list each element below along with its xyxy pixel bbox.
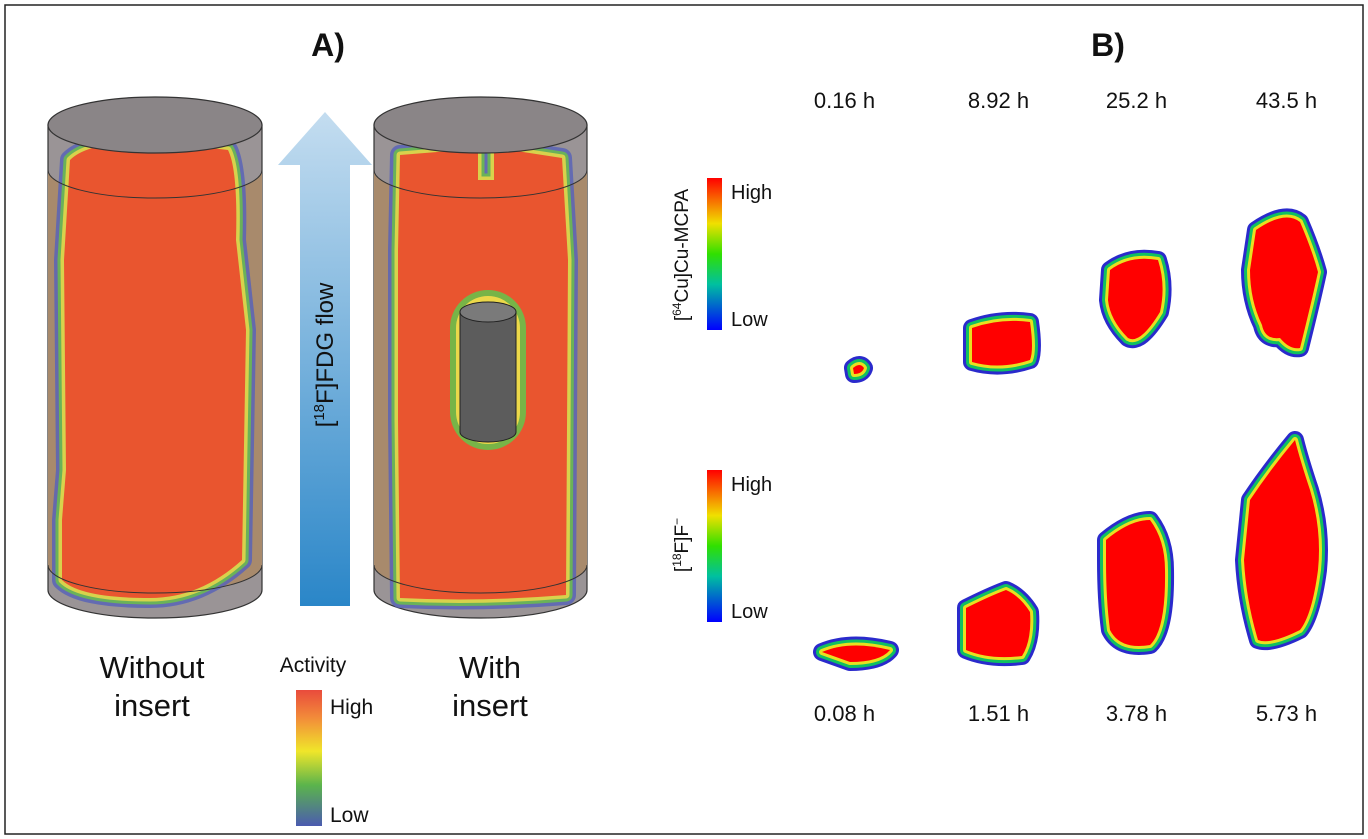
flow-label: [18F]FDG flow — [311, 282, 339, 427]
legend-low: Low — [731, 601, 768, 623]
caption: insert — [452, 688, 528, 723]
flow-arrow — [278, 112, 372, 606]
ring — [47, 564, 263, 594]
time-labels: 0.16 h 8.92 h 25.2 h 43.5 h 0.08 h 1.51 h 3.78… — [814, 88, 1317, 726]
legend-low: Low — [330, 804, 369, 827]
heat-core — [966, 590, 1031, 658]
panel-label: A) — [311, 27, 345, 63]
color-bar — [707, 470, 722, 622]
ring — [373, 169, 588, 199]
heat-core — [972, 320, 1032, 366]
activity-maps — [813, 208, 1328, 671]
time-label: 43.5 h — [1256, 88, 1317, 113]
time-label: 25.2 h — [1106, 88, 1167, 113]
heat-core — [62, 141, 246, 598]
time-label: 1.51 h — [968, 701, 1029, 726]
time-label: 5.73 h — [1256, 701, 1317, 726]
heat-core — [822, 645, 890, 662]
heat-core — [1106, 520, 1166, 646]
color-bar — [296, 690, 322, 826]
panel-label: B) — [1091, 27, 1125, 63]
legend-high: High — [731, 474, 772, 496]
cylinder-top — [373, 96, 588, 154]
heat-core — [1244, 440, 1319, 642]
time-label: 8.92 h — [968, 88, 1029, 113]
cylinder-top — [47, 96, 263, 154]
ring — [47, 169, 263, 199]
time-label: 0.08 h — [814, 701, 875, 726]
time-label: 0.16 h — [814, 88, 875, 113]
heat-core — [1250, 217, 1318, 349]
caption: Without — [99, 650, 204, 685]
time-label: 3.78 h — [1106, 701, 1167, 726]
legend-title: Activity — [280, 654, 347, 677]
ring — [373, 564, 588, 594]
insert-top — [459, 301, 517, 323]
tracer-label: [64Cu]Cu-MCPA — [670, 189, 693, 322]
heat-core — [853, 365, 864, 374]
heat-core — [1108, 258, 1163, 340]
cylinders-a — [47, 96, 588, 619]
caption: insert — [114, 688, 190, 723]
caption: With — [459, 650, 521, 685]
color-bar — [707, 178, 722, 330]
tracer-label: [18F]F− — [670, 518, 693, 572]
insert — [459, 311, 517, 443]
frame — [4, 4, 1364, 835]
legend-high: High — [330, 696, 373, 719]
legend-low: Low — [731, 309, 768, 331]
legend-high: High — [731, 182, 772, 204]
